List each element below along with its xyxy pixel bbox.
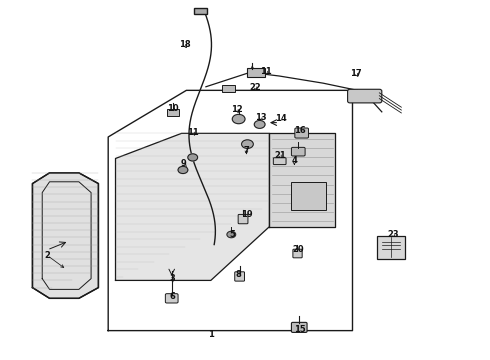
Text: 4: 4 [292,157,297,166]
Text: 7: 7 [244,146,249,155]
Circle shape [232,114,245,124]
Text: 10: 10 [167,104,178,113]
Text: 11: 11 [260,67,272,76]
FancyBboxPatch shape [347,89,382,103]
Text: 1: 1 [208,330,214,339]
Text: 19: 19 [241,210,252,219]
FancyBboxPatch shape [292,182,326,211]
Circle shape [254,121,265,129]
FancyBboxPatch shape [165,294,178,303]
FancyBboxPatch shape [235,272,245,281]
Text: 9: 9 [181,159,187,168]
FancyBboxPatch shape [273,158,286,165]
FancyBboxPatch shape [292,147,305,156]
Polygon shape [270,134,335,226]
Text: 23: 23 [387,230,399,239]
Text: 3: 3 [170,274,175,283]
FancyBboxPatch shape [222,85,235,92]
Circle shape [188,154,197,161]
FancyBboxPatch shape [167,109,178,116]
Polygon shape [116,134,270,280]
Text: 5: 5 [229,230,235,239]
FancyBboxPatch shape [377,235,405,259]
FancyBboxPatch shape [293,249,302,258]
Text: 8: 8 [236,270,242,279]
Text: 14: 14 [275,114,287,123]
FancyBboxPatch shape [247,68,265,77]
Text: 2: 2 [44,251,50,260]
Text: 18: 18 [178,40,190,49]
Text: 6: 6 [170,292,175,301]
Text: 13: 13 [255,113,267,122]
FancyBboxPatch shape [292,322,307,332]
FancyBboxPatch shape [194,8,207,14]
FancyBboxPatch shape [295,128,309,138]
Text: 15: 15 [294,325,306,334]
Text: 11: 11 [187,128,198,137]
Text: 20: 20 [292,245,304,254]
FancyBboxPatch shape [238,215,248,224]
Circle shape [242,140,253,148]
Polygon shape [32,173,98,298]
Text: 22: 22 [250,83,262,92]
Circle shape [178,166,188,174]
Text: 12: 12 [231,105,243,114]
Text: 17: 17 [350,69,362,78]
Text: 16: 16 [294,126,306,135]
Circle shape [227,231,236,238]
Text: 21: 21 [274,152,286,161]
